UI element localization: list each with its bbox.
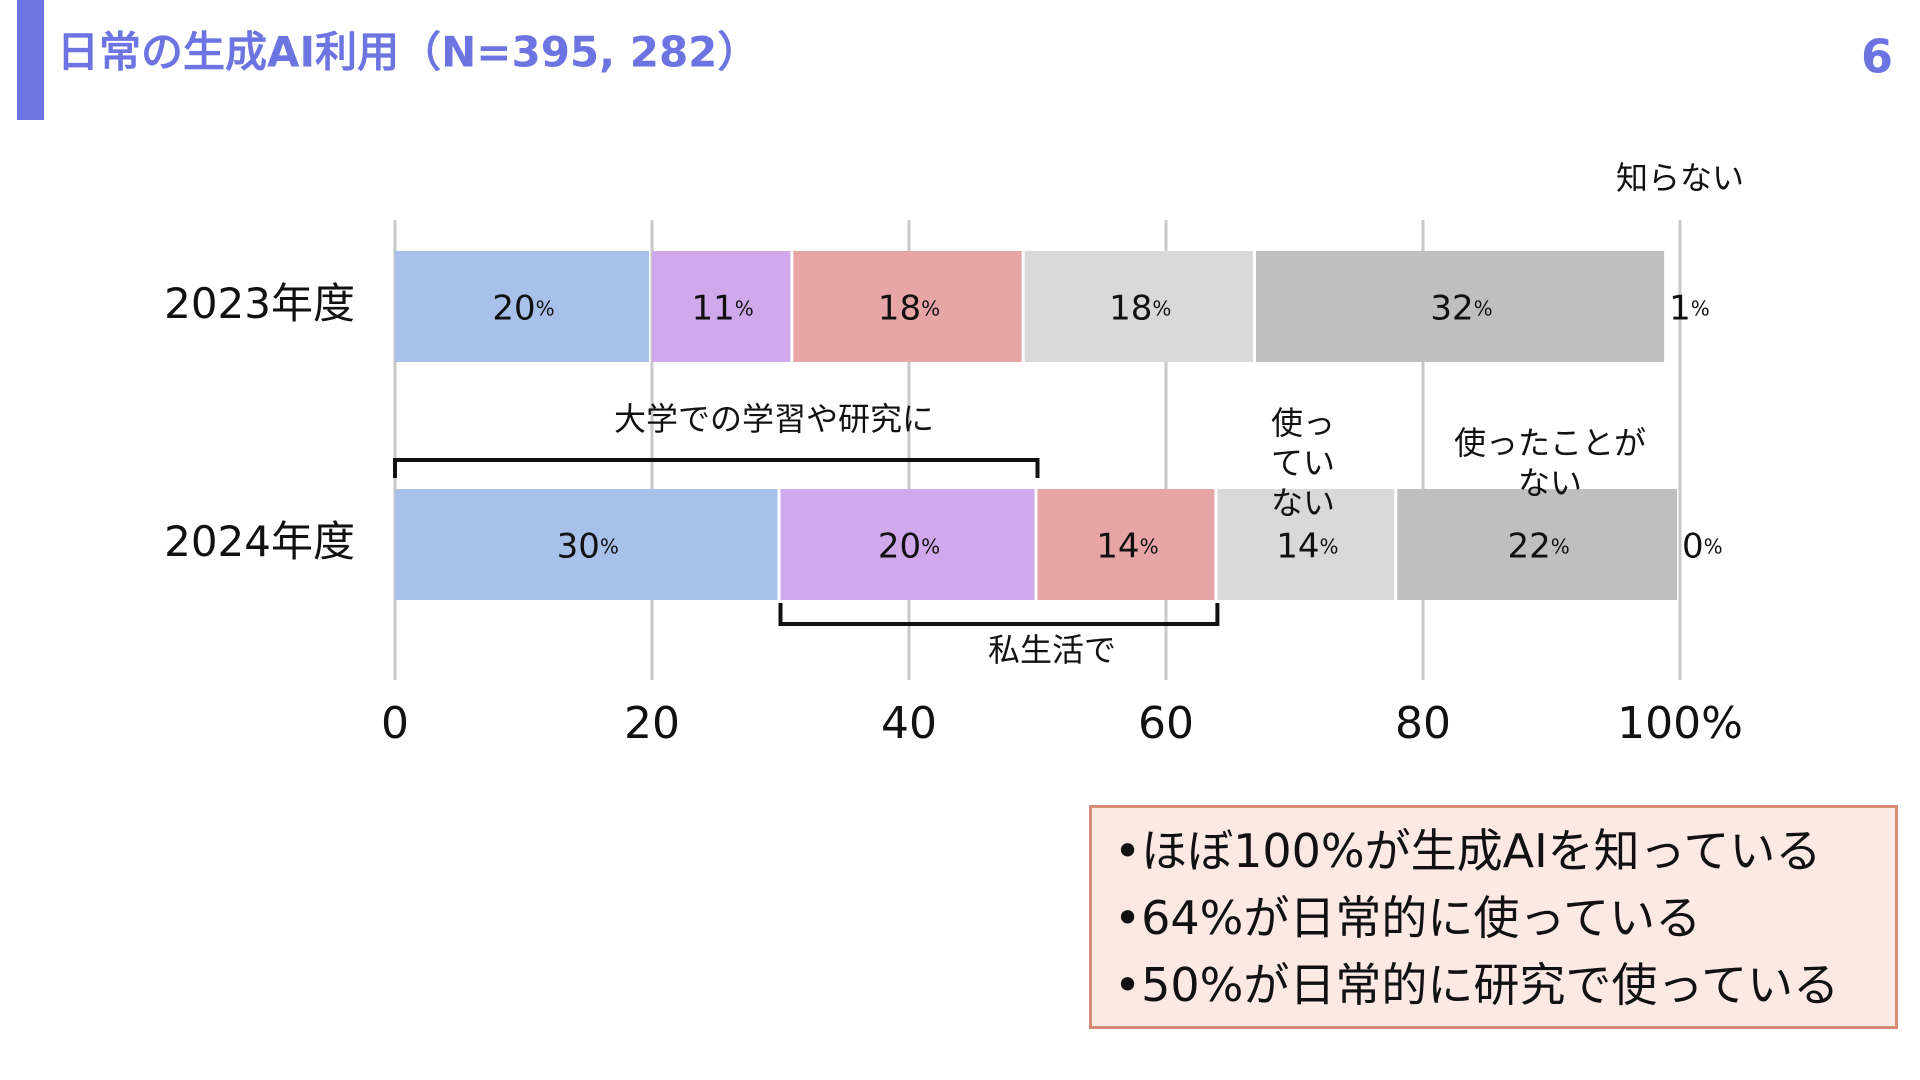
x-tick-label: 100% (1617, 698, 1743, 749)
bar-segment (652, 251, 791, 362)
value-label: 11% (692, 288, 754, 328)
category-label: 2024年度 (164, 517, 355, 566)
value-label: 18% (878, 288, 940, 328)
title: 日常の生成AI利用（N=395, 282） (57, 28, 759, 77)
value-label: 20% (492, 288, 554, 328)
x-tick-label: 20 (624, 698, 680, 749)
annotation: 私生活で (988, 631, 1116, 669)
annotation: 大学での学習や研究に (614, 400, 934, 438)
x-tick-label: 40 (881, 698, 937, 749)
bar-segment (1217, 489, 1395, 600)
bracket (393, 458, 1040, 478)
page-number: 6 (1861, 30, 1893, 84)
series-label: 使ったことがない (1453, 424, 1646, 502)
bar-segment (1397, 489, 1677, 600)
bar-segment (395, 489, 778, 600)
value-label: 20% (878, 526, 940, 566)
summary-box: •ほぼ100%が生成AIを知っている •64%が日常的に使っている •50%が日常的… (1089, 805, 1898, 1029)
value-label: 0% (1682, 526, 1723, 566)
summary-item: •ほぼ100%が生成AIを知っている (1114, 824, 1822, 878)
x-tick-label: 80 (1395, 698, 1451, 749)
bar-segment (780, 489, 1035, 600)
bar-segment (395, 251, 649, 362)
x-tick-label: 60 (1138, 698, 1194, 749)
value-label: 22% (1508, 526, 1570, 566)
value-label: 1% (1669, 288, 1710, 328)
value-label: 14% (1276, 526, 1338, 566)
value-label: 32% (1430, 288, 1492, 328)
value-label: 18% (1109, 288, 1171, 328)
bar-segment (1037, 489, 1215, 600)
series-label: 知らない (1615, 159, 1744, 197)
category-label: 2023年度 (164, 279, 355, 328)
bar-segment (1024, 251, 1253, 362)
value-label: 14% (1096, 526, 1158, 566)
value-label: 30% (557, 526, 619, 566)
x-tick-label: 0 (381, 698, 409, 749)
summary-item: •50%が日常的に研究で使っている (1114, 958, 1840, 1012)
bar-segment (793, 251, 1022, 362)
bracket (778, 603, 1220, 626)
series-label: 使っていない (1270, 404, 1335, 522)
title-accent (17, 0, 44, 120)
summary-item: •64%が日常的に使っている (1114, 891, 1702, 945)
bar-segment (1255, 251, 1665, 362)
